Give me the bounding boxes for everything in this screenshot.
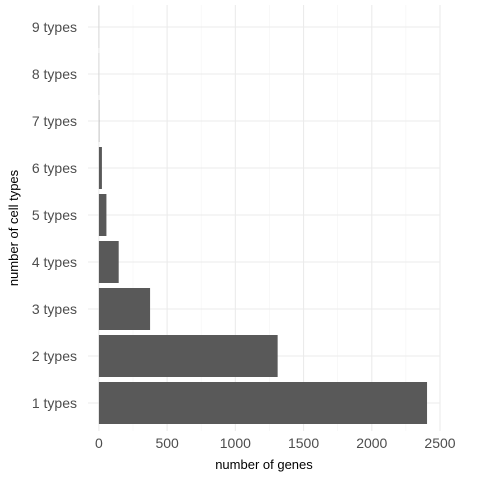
x-axis-tick-labels: 0 500 1000 1500 2000 2500 <box>95 435 456 451</box>
x-tick-label: 0 <box>95 435 103 451</box>
bar-1-types <box>98 382 428 424</box>
y-tick-label: 4 types <box>32 254 77 270</box>
x-axis-title: number of genes <box>215 457 313 472</box>
bar-3-types <box>98 288 151 330</box>
bar-5-types <box>98 194 107 236</box>
bar-6-types <box>98 147 102 189</box>
y-axis-title: number of cell types <box>6 169 21 286</box>
x-tick-label: 1500 <box>288 435 319 451</box>
x-tick-label: 2500 <box>424 435 455 451</box>
y-tick-label: 2 types <box>32 348 77 364</box>
y-tick-label: 3 types <box>32 301 77 317</box>
bars <box>98 6 428 424</box>
y-tick-label: 7 types <box>32 113 77 129</box>
y-tick-label: 9 types <box>32 19 77 35</box>
x-tick-label: 2000 <box>356 435 387 451</box>
x-tick-label: 1000 <box>220 435 251 451</box>
y-axis-tick-labels: 1 types 2 types 3 types 4 types 5 types 6 typ… <box>32 19 77 411</box>
y-tick-label: 6 types <box>32 160 77 176</box>
x-tick-label: 500 <box>155 435 179 451</box>
bar-2-types <box>98 335 278 377</box>
y-tick-label: 8 types <box>32 66 77 82</box>
bar-4-types <box>98 241 119 283</box>
y-tick-label: 5 types <box>32 207 77 223</box>
y-tick-label: 1 types <box>32 395 77 411</box>
